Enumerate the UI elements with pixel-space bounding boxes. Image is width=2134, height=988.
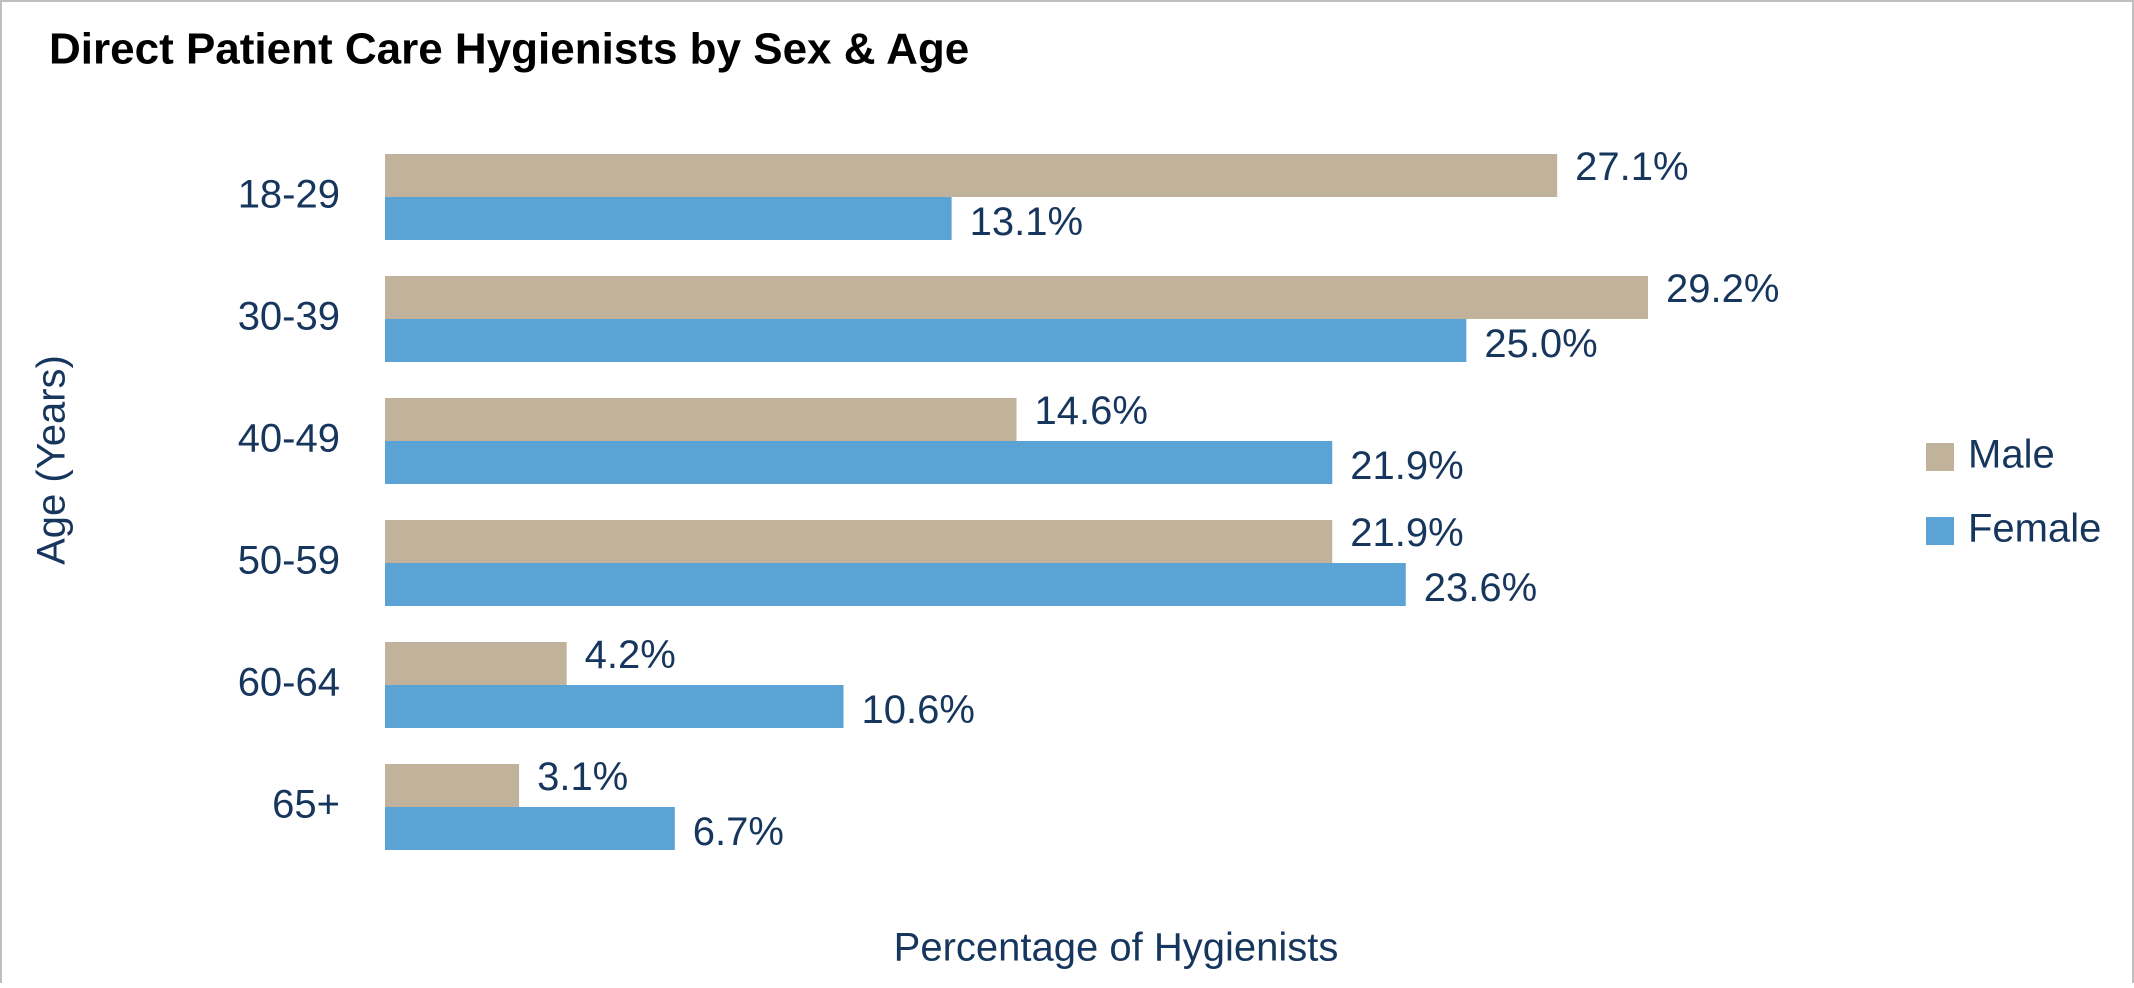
bar	[385, 764, 520, 807]
data-label: 21.9%	[1350, 444, 1463, 488]
bar	[385, 520, 1333, 563]
y-tick-label: 18-29	[238, 173, 340, 217]
data-label: 4.2%	[585, 633, 676, 677]
y-tick-label: 50-59	[238, 539, 340, 583]
y-tick-label: 60-64	[238, 661, 340, 705]
legend-label: Female	[1968, 507, 2101, 551]
data-label: 25.0%	[1484, 322, 1597, 366]
bar	[385, 197, 952, 240]
legend-label: Male	[1968, 433, 2055, 477]
y-tick-label: 40-49	[238, 417, 340, 461]
bar	[385, 319, 1467, 362]
data-label: 23.6%	[1424, 566, 1537, 610]
data-label: 3.1%	[537, 755, 628, 799]
bar	[385, 807, 675, 850]
data-label: 10.6%	[861, 688, 974, 732]
y-tick-label: 65+	[272, 783, 340, 827]
bar	[385, 563, 1406, 606]
bar	[385, 154, 1558, 197]
bar	[385, 685, 844, 728]
y-axis-label: Age (Years)	[30, 355, 74, 565]
y-tick-label: 30-39	[238, 295, 340, 339]
legend-swatch	[1926, 443, 1954, 471]
data-label: 6.7%	[693, 810, 784, 854]
legend-swatch	[1926, 517, 1954, 545]
data-label: 14.6%	[1035, 389, 1148, 433]
data-label: 13.1%	[970, 200, 1083, 244]
bar	[385, 441, 1333, 484]
data-label: 29.2%	[1666, 267, 1779, 311]
bar	[385, 642, 567, 685]
data-label: 21.9%	[1350, 511, 1463, 555]
bar	[385, 276, 1648, 319]
bar	[385, 398, 1017, 441]
x-axis-label: Percentage of Hygienists	[894, 926, 1339, 970]
data-label: 27.1%	[1575, 145, 1688, 189]
chart-title: Direct Patient Care Hygienists by Sex & …	[49, 25, 969, 74]
